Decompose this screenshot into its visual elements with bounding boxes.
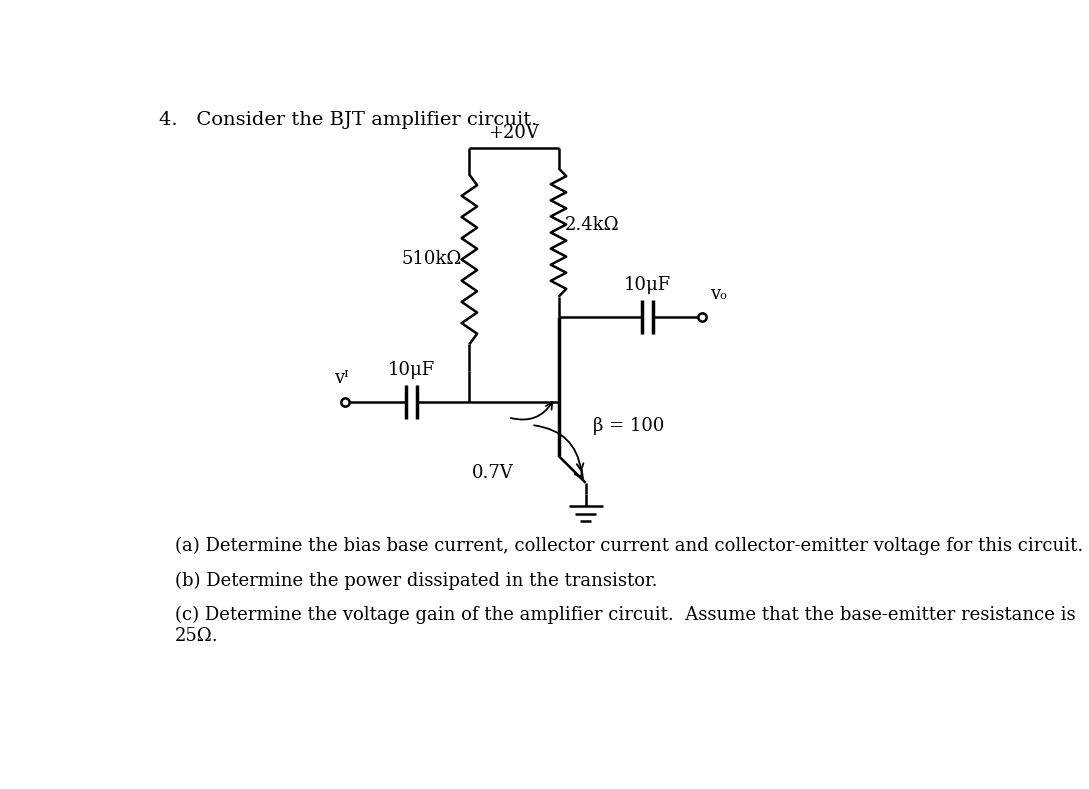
Text: 4.   Consider the BJT amplifier circuit.: 4. Consider the BJT amplifier circuit. bbox=[159, 110, 538, 129]
Text: vₒ: vₒ bbox=[710, 286, 726, 303]
Text: +20V: +20V bbox=[489, 124, 539, 142]
Text: (a) Determine the bias base current, collector current and collector-emitter vol: (a) Determine the bias base current, col… bbox=[175, 537, 1084, 555]
Text: vᴵ: vᴵ bbox=[334, 368, 348, 387]
Text: 10μF: 10μF bbox=[624, 276, 671, 294]
Text: β = 100: β = 100 bbox=[594, 417, 664, 436]
Text: 510kΩ: 510kΩ bbox=[401, 250, 462, 268]
Text: 10μF: 10μF bbox=[388, 361, 435, 379]
Text: 2.4kΩ: 2.4kΩ bbox=[565, 216, 620, 234]
Text: 0.7V: 0.7V bbox=[472, 463, 514, 481]
Text: (c) Determine the voltage gain of the amplifier circuit.  Assume that the base-e: (c) Determine the voltage gain of the am… bbox=[175, 606, 1076, 645]
Text: (b) Determine the power dissipated in the transistor.: (b) Determine the power dissipated in th… bbox=[175, 571, 658, 589]
